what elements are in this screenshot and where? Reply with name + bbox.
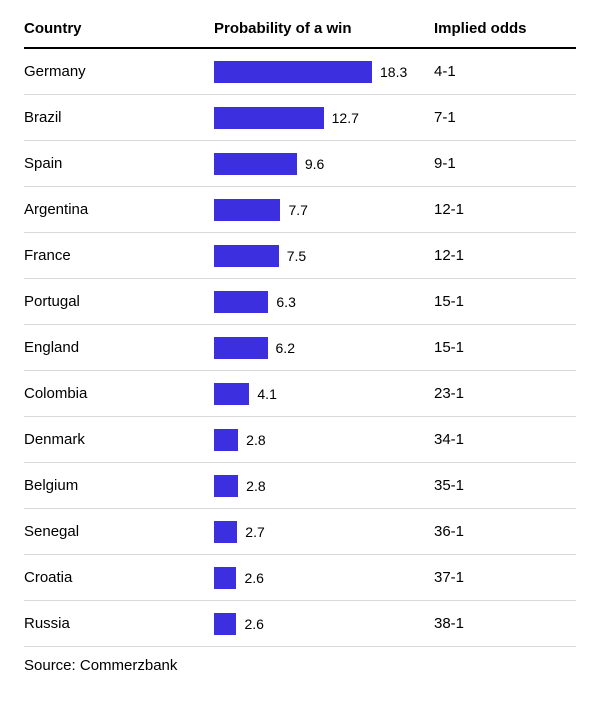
odds-cell: 15-1 <box>434 339 576 356</box>
probability-bar <box>214 521 237 543</box>
table-row: France 7.5 12-1 <box>24 233 576 279</box>
probability-cell: 2.8 <box>214 429 434 451</box>
probability-value: 2.7 <box>245 524 264 540</box>
probability-value: 7.7 <box>288 202 307 218</box>
probability-value: 18.3 <box>380 64 407 80</box>
odds-cell: 23-1 <box>434 385 576 402</box>
probability-bar <box>214 475 238 497</box>
table-row: Portugal 6.3 15-1 <box>24 279 576 325</box>
table-row: Croatia 2.6 37-1 <box>24 555 576 601</box>
probability-bar <box>214 107 324 129</box>
probability-cell: 2.6 <box>214 567 434 589</box>
probability-cell: 7.7 <box>214 199 434 221</box>
table-row: Brazil 12.7 7-1 <box>24 95 576 141</box>
probability-value: 4.1 <box>257 386 276 402</box>
odds-cell: 12-1 <box>434 201 576 218</box>
probability-bar <box>214 199 280 221</box>
odds-cell: 38-1 <box>434 615 576 632</box>
odds-cell: 36-1 <box>434 523 576 540</box>
country-cell: France <box>24 247 214 264</box>
probability-bar <box>214 613 236 635</box>
country-cell: Argentina <box>24 201 214 218</box>
country-cell: Senegal <box>24 523 214 540</box>
country-cell: Denmark <box>24 431 214 448</box>
odds-cell: 37-1 <box>434 569 576 586</box>
table-row: Colombia 4.1 23-1 <box>24 371 576 417</box>
table-row: Belgium 2.8 35-1 <box>24 463 576 509</box>
header-probability: Probability of a win <box>214 20 434 37</box>
country-cell: Colombia <box>24 385 214 402</box>
odds-cell: 4-1 <box>434 63 576 80</box>
probability-cell: 2.8 <box>214 475 434 497</box>
probability-cell: 9.6 <box>214 153 434 175</box>
probability-value: 6.3 <box>276 294 295 310</box>
probability-bar <box>214 153 297 175</box>
odds-cell: 15-1 <box>434 293 576 310</box>
probability-value: 9.6 <box>305 156 324 172</box>
probability-bar <box>214 337 268 359</box>
country-cell: Portugal <box>24 293 214 310</box>
country-cell: Belgium <box>24 477 214 494</box>
probability-cell: 12.7 <box>214 107 434 129</box>
probability-bar <box>214 383 249 405</box>
source-label: Source: Commerzbank <box>24 657 576 674</box>
probability-cell: 7.5 <box>214 245 434 267</box>
table-row: Denmark 2.8 34-1 <box>24 417 576 463</box>
probability-cell: 2.6 <box>214 613 434 635</box>
table-row: Spain 9.6 9-1 <box>24 141 576 187</box>
odds-cell: 35-1 <box>434 477 576 494</box>
country-cell: England <box>24 339 214 356</box>
table-row: Russia 2.6 38-1 <box>24 601 576 647</box>
probability-cell: 18.3 <box>214 61 434 83</box>
odds-cell: 7-1 <box>434 109 576 126</box>
probability-value: 2.6 <box>244 616 263 632</box>
probability-bar <box>214 291 268 313</box>
country-cell: Brazil <box>24 109 214 126</box>
table-row: Argentina 7.7 12-1 <box>24 187 576 233</box>
probability-bar <box>214 245 279 267</box>
probability-cell: 6.2 <box>214 337 434 359</box>
table-row: Germany 18.3 4-1 <box>24 49 576 95</box>
header-country: Country <box>24 20 214 37</box>
table-body: Germany 18.3 4-1 Brazil 12.7 7-1 Spain 9.6 9-1 Ar… <box>24 49 576 647</box>
probability-bar <box>214 567 236 589</box>
probability-value: 6.2 <box>276 340 295 356</box>
table-header: Country Probability of a win Implied odd… <box>24 20 576 49</box>
odds-cell: 12-1 <box>434 247 576 264</box>
probability-bar <box>214 429 238 451</box>
odds-cell: 9-1 <box>434 155 576 172</box>
country-cell: Spain <box>24 155 214 172</box>
probability-value: 2.6 <box>244 570 263 586</box>
probability-value: 7.5 <box>287 248 306 264</box>
odds-cell: 34-1 <box>434 431 576 448</box>
country-cell: Croatia <box>24 569 214 586</box>
country-cell: Germany <box>24 63 214 80</box>
table-row: England 6.2 15-1 <box>24 325 576 371</box>
probability-cell: 4.1 <box>214 383 434 405</box>
probability-value: 12.7 <box>332 110 359 126</box>
country-cell: Russia <box>24 615 214 632</box>
probability-cell: 6.3 <box>214 291 434 313</box>
probability-bar <box>214 61 372 83</box>
probability-value: 2.8 <box>246 432 265 448</box>
probability-value: 2.8 <box>246 478 265 494</box>
header-odds: Implied odds <box>434 20 576 37</box>
probability-cell: 2.7 <box>214 521 434 543</box>
table-row: Senegal 2.7 36-1 <box>24 509 576 555</box>
